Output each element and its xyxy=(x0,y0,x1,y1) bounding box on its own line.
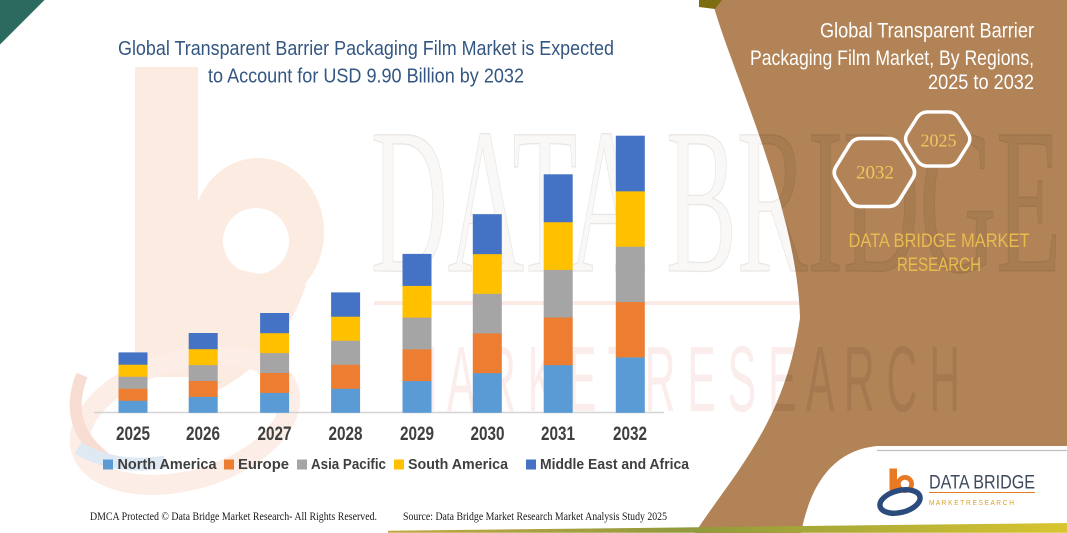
svg-text:2029: 2029 xyxy=(400,424,434,445)
svg-text:South America: South America xyxy=(408,457,509,473)
svg-text:Packaging Film Market, By Regi: Packaging Film Market, By Regions, xyxy=(750,47,1034,70)
svg-text:2032: 2032 xyxy=(856,163,894,184)
svg-text:M A R K E T R E S E A R C H: M A R K E T R E S E A R C H xyxy=(929,498,1014,507)
svg-text:2030: 2030 xyxy=(471,424,505,445)
svg-text:DATA BRIDGE MARKET: DATA BRIDGE MARKET xyxy=(849,231,1030,252)
svg-text:Global Transparent Barrier: Global Transparent Barrier xyxy=(820,20,1034,43)
svg-text:Asia Pacific: Asia Pacific xyxy=(311,457,386,473)
svg-text:to Account for USD 9.90 Billio: to Account for USD 9.90 Billion by 2032 xyxy=(208,66,524,88)
svg-text:2032: 2032 xyxy=(613,424,647,445)
svg-text:2027: 2027 xyxy=(258,424,292,445)
svg-text:Global Transparent Barrier Pac: Global Transparent Barrier Packaging Fil… xyxy=(118,38,614,60)
svg-text:2028: 2028 xyxy=(329,424,363,445)
svg-text:DMCA Protected © Data Bridge M: DMCA Protected © Data Bridge Market Rese… xyxy=(90,511,377,523)
svg-text:Source: Data Bridge Market Res: Source: Data Bridge Market Research Mark… xyxy=(403,511,667,523)
svg-text:2025 to 2032: 2025 to 2032 xyxy=(928,71,1034,94)
svg-text:2031: 2031 xyxy=(541,424,575,445)
svg-text:RESEARCH: RESEARCH xyxy=(897,255,981,276)
svg-text:2026: 2026 xyxy=(186,424,220,445)
svg-text:Middle East and Africa: Middle East and Africa xyxy=(540,457,690,473)
svg-text:2025: 2025 xyxy=(116,424,150,445)
svg-text:2025: 2025 xyxy=(921,131,957,151)
svg-text:Europe: Europe xyxy=(238,457,289,473)
svg-text:DATA BRIDGE: DATA BRIDGE xyxy=(929,472,1035,494)
svg-text:North America: North America xyxy=(118,457,218,473)
